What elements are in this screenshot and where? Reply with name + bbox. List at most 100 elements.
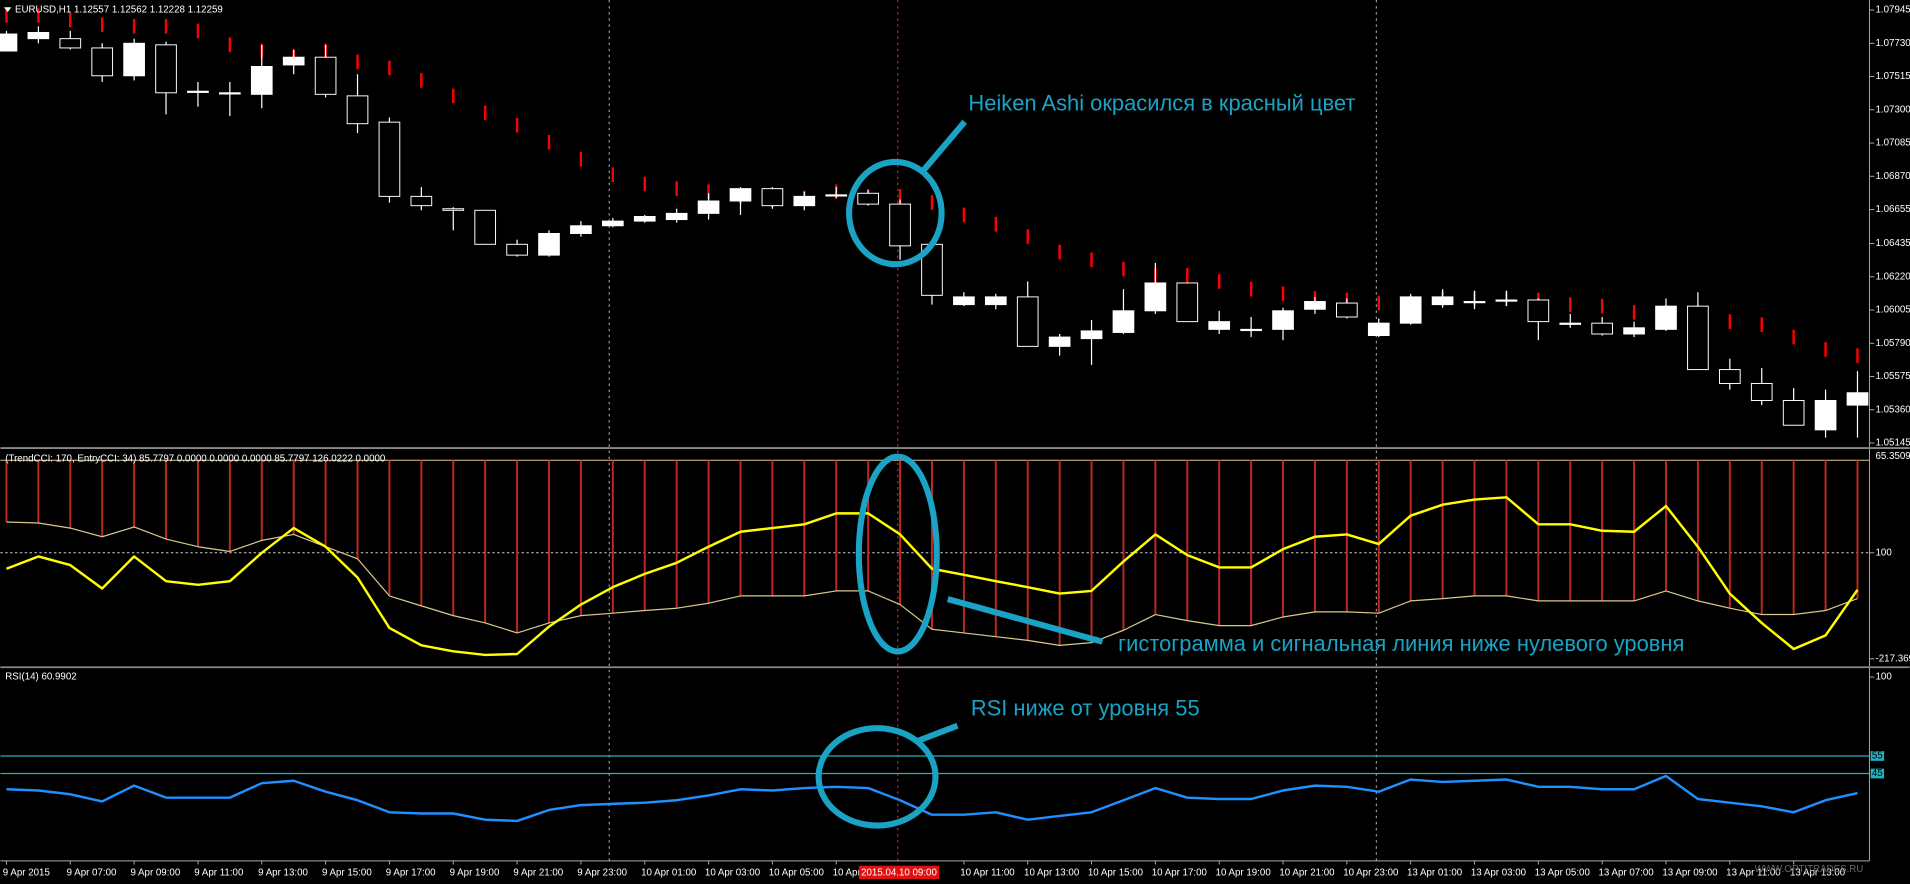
y-tick-label: 1.05360: [1876, 404, 1910, 415]
candle-body: [1112, 310, 1135, 333]
x-tick-label: 10 Apr 01:00: [641, 868, 697, 879]
candle-body: [1176, 282, 1199, 323]
indicator-line: [6, 496, 1859, 657]
candle-body: [410, 195, 433, 207]
x-tick-label: 9 Apr 15:00: [322, 868, 372, 879]
candle-body: [506, 243, 528, 256]
x-tick-label: 9 Apr 23:00: [577, 868, 627, 879]
candle-body: [889, 203, 911, 247]
candle-body: [1304, 301, 1326, 310]
candle-body: [1399, 296, 1422, 324]
candle-body: [1527, 299, 1550, 323]
candle-body: [633, 215, 656, 222]
x-tick-label: 10 Apr 11:00: [960, 868, 1015, 879]
x-tick-label: 10 Apr 15:00: [1088, 868, 1144, 879]
candle-body: [1782, 399, 1805, 426]
x-tick-label: 9 Apr 21:00: [513, 868, 563, 879]
candle-body: [1591, 322, 1614, 335]
candle-body: [1495, 299, 1518, 302]
labels: EURUSD,H1 1.12557 1.12562 1.12228 1.1225…: [4, 4, 1863, 875]
annotation: гистограмма и сигнальная линия ниже нуле…: [1118, 631, 1684, 656]
highlight-circle: [846, 158, 945, 268]
axes: 1.07945 1.07730 1.07515 1.07300 1.07085 1.068…: [3, 5, 1910, 879]
candle-body: [27, 31, 50, 40]
y-tick-label: 1.06870: [1876, 171, 1910, 182]
x-tick-label: 9 Apr 11:00: [194, 868, 244, 879]
candle-body: [1048, 336, 1071, 347]
candle-body: [1846, 392, 1869, 406]
candle-body: [1144, 282, 1167, 312]
indicator-line: [6, 521, 1858, 646]
time-axis-bg: [0, 860, 1910, 884]
highlight-circle: [815, 725, 939, 829]
y-tick-label: 1.06435: [1876, 238, 1910, 249]
x-tick-label: 10 Apr 17:00: [1152, 868, 1208, 879]
candle-body: [1559, 322, 1582, 325]
annotation: Heiken Ashi окрасился в красный цвет: [968, 90, 1355, 115]
watermark: WWW.OPTITRADES.RU: [1755, 864, 1864, 875]
candle-body: [442, 208, 465, 211]
crosshair-time: 2015.04.10 09:00: [861, 868, 937, 879]
candle-body: [1080, 330, 1103, 340]
candle-body: [953, 296, 975, 306]
level-label-bg: [1870, 768, 1885, 779]
candle-body: [1336, 302, 1358, 318]
y-tick-label: 1.06655: [1876, 204, 1910, 215]
candle-body: [984, 296, 1007, 306]
candle-body: [1750, 382, 1773, 401]
y-max-label: 65.3509: [1876, 451, 1910, 462]
pointer: [921, 119, 968, 173]
x-tick-label: 13 Apr 13:00: [1790, 868, 1846, 879]
x-tick-label: 9 Apr 13:00: [258, 868, 308, 879]
candle-body: [1208, 321, 1231, 330]
candle-body: [474, 209, 497, 245]
menu-arrow[interactable]: [4, 7, 12, 13]
x-tick-label: 9 Apr 07:00: [67, 868, 117, 879]
level-label: 45: [1872, 768, 1883, 779]
candle-body: [91, 47, 114, 77]
y-tick-label: 1.06005: [1876, 305, 1910, 316]
candle-body: [1655, 305, 1677, 330]
x-tick-label: 10 Apr 03:00: [705, 868, 761, 879]
crosshair-label-bg: [858, 865, 940, 880]
candle-body: [219, 92, 241, 95]
candle-body: [1016, 296, 1039, 347]
candle-body: [570, 225, 592, 234]
pointer: [946, 596, 1104, 645]
x-tick-label: 9 Apr 19:00: [450, 868, 500, 879]
x-tick-label: 13 Apr 07:00: [1599, 868, 1655, 879]
candle-body: [857, 192, 879, 205]
highlight-circle: [855, 453, 940, 655]
candle-body: [0, 33, 18, 52]
y-tick-label: 100: [1876, 672, 1893, 683]
level-label: 55: [1872, 751, 1883, 762]
candle-body: [378, 121, 401, 197]
candle-body: [1814, 399, 1837, 431]
candle-body: [538, 232, 560, 256]
candle-body: [59, 38, 82, 49]
x-tick-label: 13 Apr 01:00: [1407, 868, 1463, 879]
y-tick-label: 1.07085: [1876, 138, 1910, 149]
x-tick-label: 13 Apr 09:00: [1662, 868, 1718, 879]
candle-body: [1687, 305, 1709, 371]
candle-body: [1240, 328, 1262, 332]
plot-area: [0, 0, 1870, 861]
candle-body: [665, 212, 688, 221]
x-tick-label: 10 Apr 19:00: [1216, 868, 1272, 879]
candle-body: [1463, 301, 1486, 304]
y-tick-label: 1.07730: [1876, 38, 1910, 49]
annotation: RSI ниже от уровня 55: [971, 696, 1200, 721]
y-tick-label: -217.369: [1876, 653, 1910, 664]
candle-body: [1623, 327, 1645, 335]
y-tick-label: 1.05790: [1876, 338, 1910, 349]
x-tick-label: 13 Apr 05:00: [1535, 868, 1591, 879]
y-tick-label: 1.05575: [1876, 371, 1910, 382]
x-tick-label: 10 Apr 05:00: [769, 868, 825, 879]
candle-body: [697, 200, 720, 214]
candle-body: [601, 220, 624, 227]
y-tick-label: 1.07515: [1876, 71, 1910, 82]
x-tick-label: 10 Apr 13:00: [1024, 868, 1080, 879]
candle-body: [346, 95, 369, 125]
